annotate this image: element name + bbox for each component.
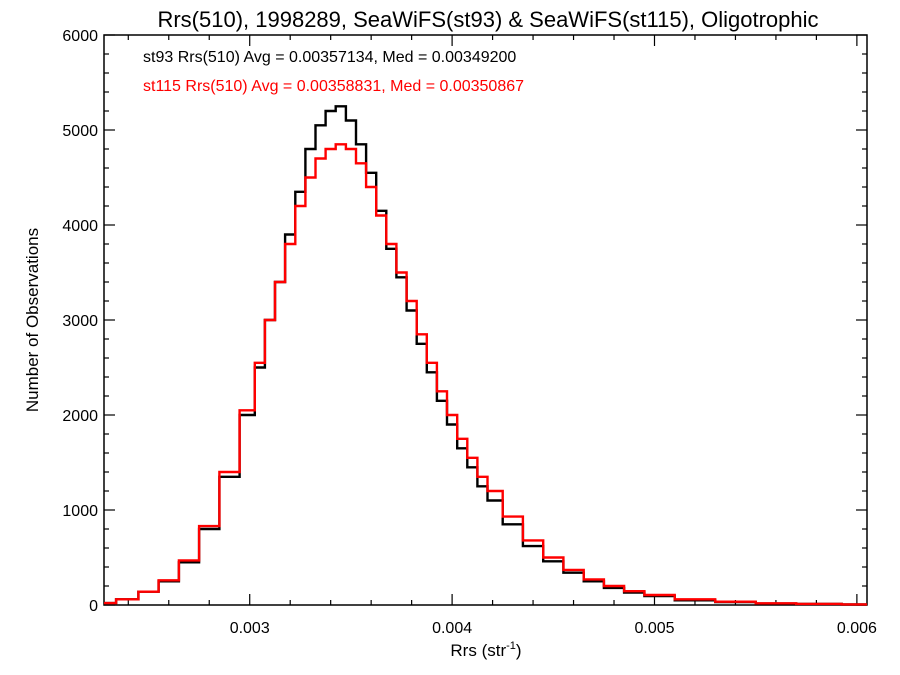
y-tick-label: 0	[89, 598, 98, 615]
x-axis-label: Rrs (str-1)	[450, 640, 521, 660]
x-tick-label: 0.003	[230, 620, 270, 637]
chart-title: Rrs(510), 1998289, SeaWiFS(st93) & SeaWi…	[157, 7, 818, 32]
y-tick-label: 4000	[62, 218, 98, 235]
y-tick-label: 1000	[62, 503, 98, 520]
x-axis-label-close: )	[516, 641, 522, 660]
y-axis-label: Number of Observations	[23, 228, 42, 412]
x-tick-label: 0.006	[837, 620, 877, 637]
series-st93-histogram	[104, 105, 867, 606]
series-st115-histogram	[104, 143, 867, 606]
x-axis-label-base: Rrs (str	[450, 641, 506, 660]
legend-st115-label: st115 Rrs(510) Avg = 0.00358831, Med = 0…	[143, 78, 524, 95]
series-layer	[104, 105, 867, 606]
legend-st93-label: st93 Rrs(510) Avg = 0.00357134, Med = 0.…	[143, 49, 516, 66]
y-tick-label: 6000	[62, 28, 98, 45]
y-tick-label: 3000	[62, 313, 98, 330]
y-tick-label: 5000	[62, 123, 98, 140]
y-axis-ticks: 0 1000 2000 3000 4000 5000 6000	[62, 28, 867, 615]
y-tick-label: 2000	[62, 408, 98, 425]
x-axis-ticks: 0.003 0.004 0.005 0.006	[127, 35, 877, 637]
x-tick-label: 0.004	[432, 620, 472, 637]
x-tick-label: 0.005	[634, 620, 674, 637]
x-axis-label-sup: -1	[506, 640, 516, 652]
